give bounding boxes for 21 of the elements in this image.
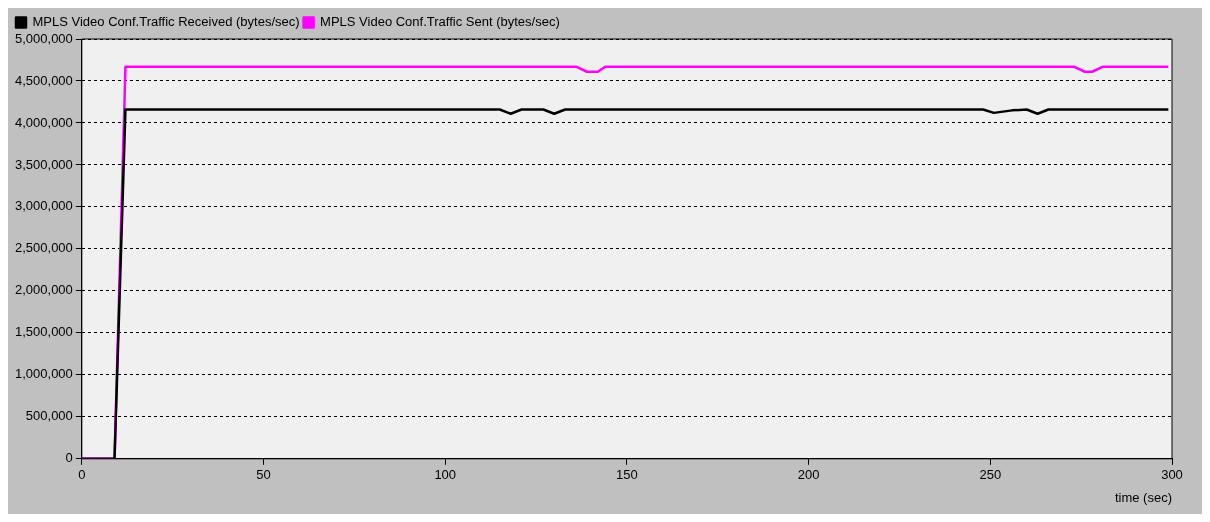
y-tick-label: 5,000,000 [14,30,73,46]
y-tick-label: 3,000,000 [14,198,73,214]
y-tick-label: 2,000,000 [14,282,73,298]
x-tick-label: 300 [1161,467,1183,483]
y-tick-label: 0 [65,450,73,466]
y-tick-label: 3,500,000 [14,156,73,172]
x-tick-label: 0 [78,467,86,483]
y-tick-label: 4,500,000 [14,72,73,88]
x-tick-label: 250 [979,467,1002,483]
y-tick-label: 1,500,000 [14,324,73,340]
legend-label: MPLS Video Conf.Traffic Received (bytes/sec) [32,14,300,30]
y-tick-label: 4,000,000 [14,114,73,130]
y-tick-label: 2,500,000 [14,240,73,256]
x-tick-label: 150 [616,467,638,483]
x-tick-label: 100 [434,467,457,483]
x-tick-label: 50 [256,467,271,483]
y-tick-label: 1,000,000 [14,366,73,382]
legend-label: MPLS Video Conf.Traffic Sent (bytes/sec) [320,14,560,30]
x-tick-label: 200 [797,467,820,483]
y-tick-label: 500,000 [25,408,73,424]
x-axis-title: time (sec) [1114,489,1172,505]
